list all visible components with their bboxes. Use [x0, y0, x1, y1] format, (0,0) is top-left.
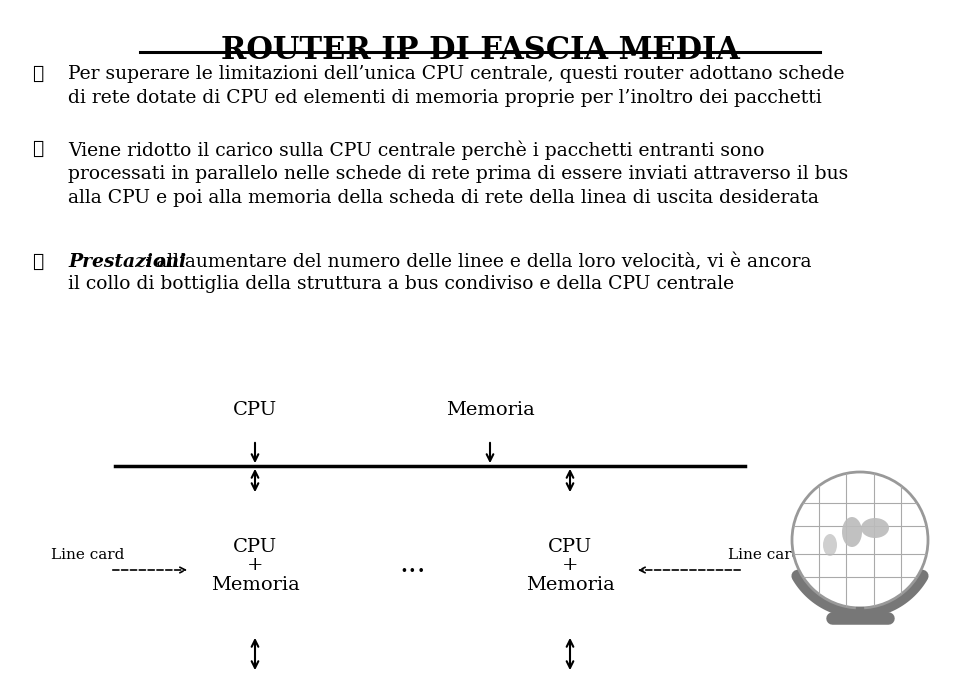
FancyBboxPatch shape	[505, 495, 635, 635]
Text: il collo di bottiglia della struttura a bus condiviso e della CPU centrale: il collo di bottiglia della struttura a …	[68, 275, 734, 293]
Text: ☎: ☎	[32, 140, 43, 158]
FancyBboxPatch shape	[200, 380, 310, 440]
Text: CPU: CPU	[548, 538, 592, 556]
Text: +: +	[247, 556, 263, 574]
Ellipse shape	[842, 517, 862, 547]
Text: : all’aumentare del numero delle linee e della loro velocità, vi è ancora: : all’aumentare del numero delle linee e…	[144, 253, 811, 271]
Text: ☎: ☎	[32, 253, 43, 271]
Text: Per superare le limitazioni dell’unica CPU centrale, questi router adottano sche: Per superare le limitazioni dell’unica C…	[68, 65, 845, 107]
Text: +: +	[562, 556, 578, 574]
Text: Memoria: Memoria	[210, 576, 300, 594]
FancyBboxPatch shape	[425, 380, 555, 440]
Ellipse shape	[823, 534, 837, 556]
Circle shape	[792, 472, 928, 608]
Ellipse shape	[861, 518, 889, 538]
Text: CPU: CPU	[233, 401, 277, 419]
Text: Prestazioni: Prestazioni	[68, 253, 186, 271]
Text: ...: ...	[399, 552, 426, 579]
Text: Memoria: Memoria	[526, 576, 614, 594]
Text: Line card: Line card	[51, 548, 125, 562]
Text: CPU: CPU	[233, 538, 277, 556]
FancyBboxPatch shape	[190, 495, 320, 635]
Text: Viene ridotto il carico sulla CPU centrale perchè i pacchetti entranti sono
proc: Viene ridotto il carico sulla CPU centra…	[68, 140, 849, 207]
Text: Line card: Line card	[729, 548, 802, 562]
Text: ROUTER IP DI FASCIA MEDIA: ROUTER IP DI FASCIA MEDIA	[221, 35, 739, 66]
Text: ☎: ☎	[32, 65, 43, 83]
Text: Memoria: Memoria	[445, 401, 535, 419]
